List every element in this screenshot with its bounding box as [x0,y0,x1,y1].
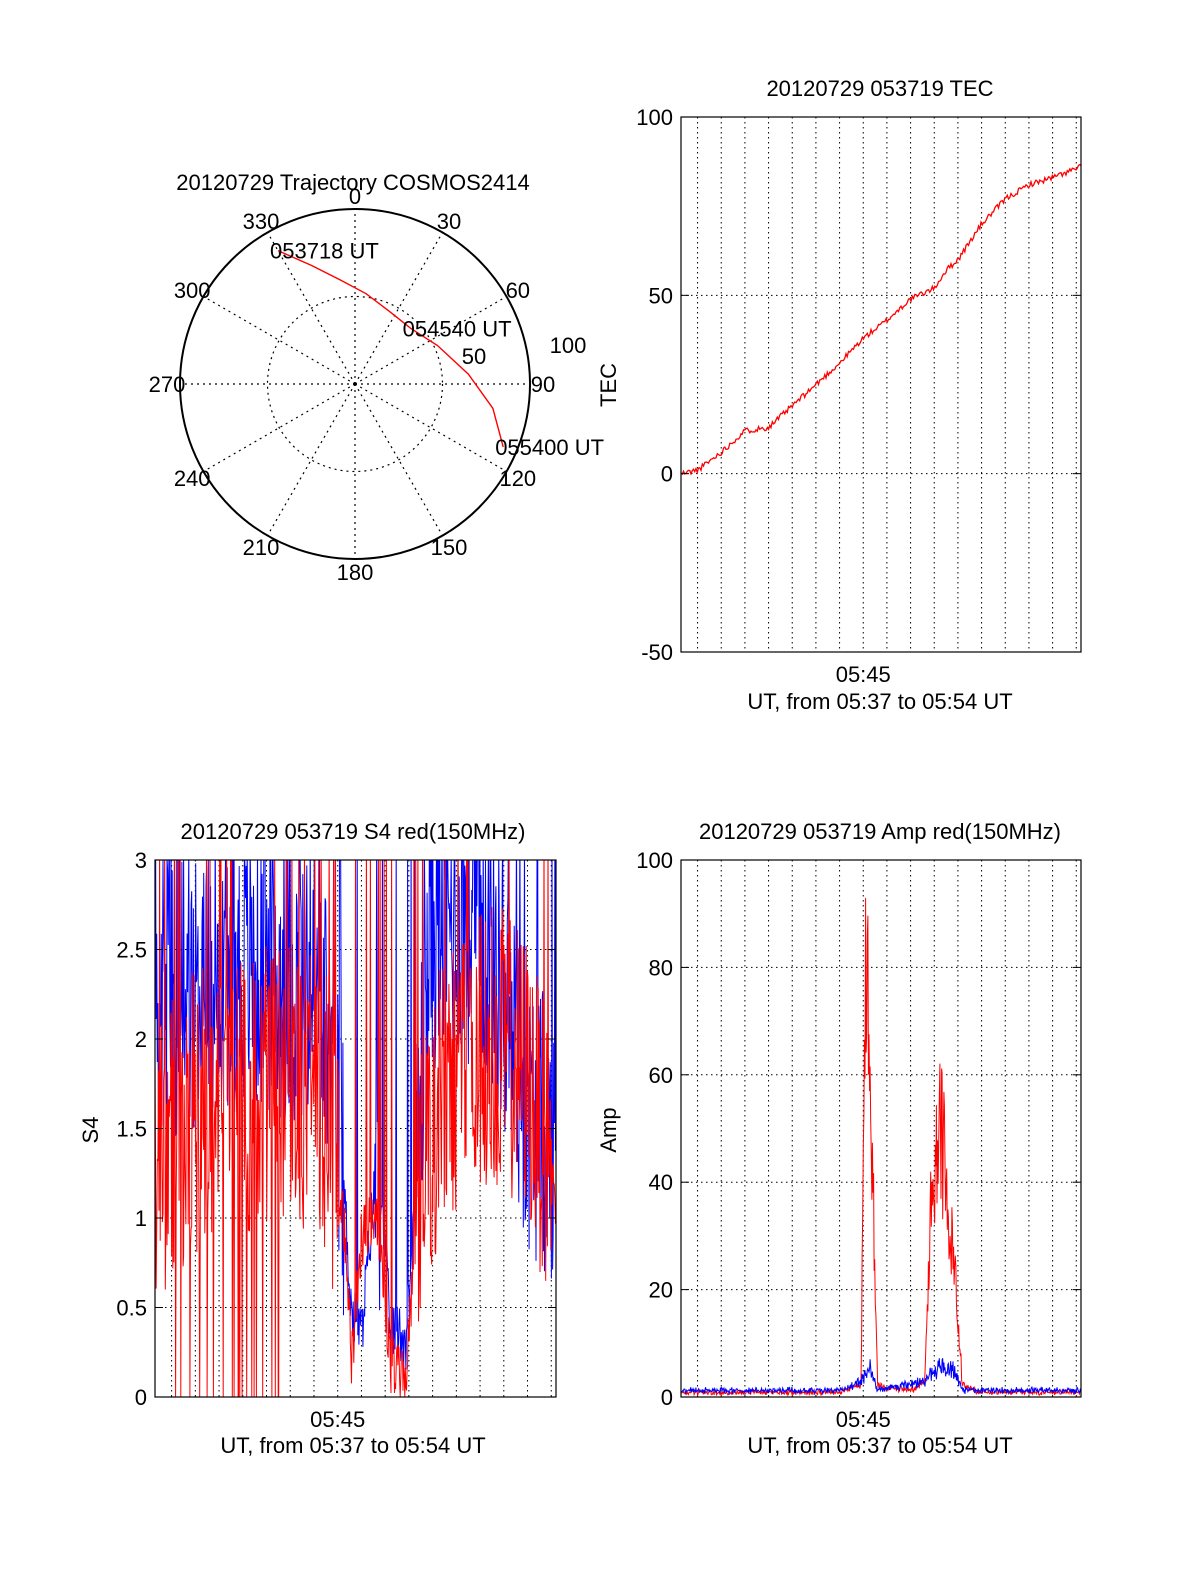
s4-panel: 20120729 053719 S4 red(150MHz) S4 UT, fr… [78,819,557,1458]
blue-series-line [681,1358,1081,1396]
polar-spoke-120 [354,383,507,473]
polar-radial-label: 50 [462,344,486,369]
polar-angle-label: 240 [174,466,211,491]
y-tick-label: 2 [135,1027,147,1052]
polar-radial-label: 100 [550,333,587,358]
amp-panel: 20120729 053719 Amp red(150MHz) Amp UT, … [596,819,1082,1458]
amp-xlabel: UT, from 05:37 to 05:54 UT [747,1433,1012,1458]
polar-trajectory-series [277,249,504,448]
polar-angle-label: 300 [174,278,211,303]
y-tick-label: 20 [649,1278,673,1303]
plot-frame [680,859,1082,1398]
polar-grid [179,208,531,560]
polar-grid-circle-50 [266,295,444,473]
x-tick-label: 05:45 [836,662,891,687]
polar-spoke-30 [354,232,444,385]
amp-ylabel: Amp [596,1107,621,1152]
polar-angle-label: 0 [349,184,361,209]
y-tick-label: 60 [649,1063,673,1088]
polar-annotation-label: 054540 UT [403,316,512,341]
y-tick-label: 1 [135,1206,147,1231]
polar-spoke-330 [266,232,356,385]
amp-title: 20120729 053719 Amp red(150MHz) [699,819,1061,844]
red-series-line [155,860,556,1397]
polar-trajectory-line [277,249,504,448]
x-tick-label: 05:45 [836,1407,891,1432]
s4-title: 20120729 053719 S4 red(150MHz) [181,819,526,844]
tec-ylabel: TEC [596,363,621,407]
tec-panel: 20120729 053719 TEC TEC UT, from 05:37 t… [596,76,1082,714]
y-tick-label: 2.5 [116,938,147,963]
y-tick-label: 100 [636,848,673,873]
y-tick-label: -50 [641,640,673,665]
polar-angle-label: 120 [499,466,536,491]
polar-spoke-300 [203,295,356,385]
tec-title: 20120729 053719 TEC [766,76,993,101]
polar-angle-label: 180 [337,560,374,585]
polar-angle-label: 270 [149,372,186,397]
red-series-line [681,897,1081,1397]
series-group [681,897,1081,1397]
y-tick-label: 50 [649,283,673,308]
s4-xlabel: UT, from 05:37 to 05:54 UT [220,1433,485,1458]
polar-spoke-240 [203,383,356,473]
y-tick-label: 3 [135,848,147,873]
polar-angle-label: 60 [506,278,530,303]
tec-xlabel: UT, from 05:37 to 05:54 UT [747,689,1012,714]
amp-plot-area: 0 20 40 60 80 100 05:45 [636,848,1082,1432]
polar-spoke-150 [354,383,444,536]
polar-annotations: 053718 UT 054540 UT 055400 UT [270,239,604,460]
y-tick-label: 100 [636,105,673,130]
polar-title: 20120729 Trajectory COSMOS2414 [176,170,529,195]
x-tick-label: 05:45 [310,1407,365,1432]
series-group [681,163,1081,476]
red-series-line [681,163,1081,476]
plot-frame [680,116,1082,653]
series-group [155,860,556,1397]
s4-plot-area: 0 0.5 1 1.5 2 2.5 3 05:45 [116,848,557,1432]
polar-spoke-210 [266,383,356,536]
polar-angle-label: 210 [243,535,280,560]
polar-angle-label: 150 [431,535,468,560]
tec-plot-area: -50 0 50 100 05:45 [636,105,1082,687]
y-tick-label: 80 [649,955,673,980]
y-tick-label: 0 [661,462,673,487]
polar-angle-label: 90 [531,372,555,397]
polar-annotation-label: 053718 UT [270,239,379,264]
y-tick-label: 0.5 [116,1296,147,1321]
polar-annotation-label: 055400 UT [495,435,604,460]
polar-angle-labels: 0 30 60 90 120 150 180 210 240 270 300 330 [149,184,556,585]
y-tick-label: 0 [661,1385,673,1410]
s4-ylabel: S4 [78,1117,103,1144]
polar-spoke-60 [354,295,507,385]
y-tick-label: 0 [135,1385,147,1410]
y-tick-label: 1.5 [116,1117,147,1142]
polar-radial-labels: 50 100 [462,333,587,369]
polar-trajectory-panel: 20120729 Trajectory COSMOS2414 0 30 60 90 12… [149,170,604,585]
polar-angle-label: 330 [243,209,280,234]
y-tick-label: 40 [649,1170,673,1195]
polar-angle-label: 30 [437,209,461,234]
